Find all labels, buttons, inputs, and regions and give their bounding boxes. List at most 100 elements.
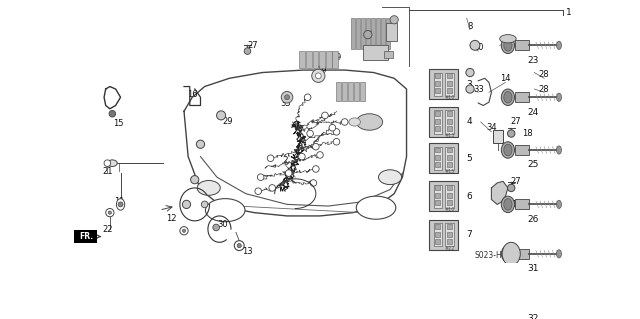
Bar [493,130,503,144]
Bar [306,51,312,68]
Bar [447,224,452,229]
Circle shape [390,16,398,24]
Circle shape [312,144,319,150]
Circle shape [285,170,292,176]
Bar [356,18,360,49]
Text: 11: 11 [114,197,124,206]
Bar [409,7,577,250]
Bar [447,88,452,93]
Bar [435,162,440,167]
Ellipse shape [205,199,245,222]
Bar [445,147,454,170]
Bar [435,81,440,86]
Circle shape [180,226,188,235]
Bar [342,82,347,100]
Text: 27: 27 [511,177,522,186]
Text: 2: 2 [283,156,288,165]
Text: #10: #10 [445,207,456,212]
Text: #15: #15 [445,169,456,174]
Text: 9: 9 [335,53,340,62]
Bar [434,223,442,246]
Bar [447,239,452,244]
Circle shape [196,140,205,148]
Ellipse shape [500,35,516,43]
Circle shape [118,202,123,207]
Ellipse shape [501,196,515,213]
Bar [412,74,481,246]
Text: 29: 29 [502,35,513,44]
Circle shape [202,201,208,208]
Bar [429,181,458,211]
Circle shape [182,200,191,209]
Text: 12: 12 [166,214,177,223]
Bar [434,147,442,170]
Text: FR.: FR. [79,232,93,241]
Ellipse shape [356,114,383,130]
Text: 13: 13 [242,247,253,256]
Circle shape [312,166,319,172]
Text: 28: 28 [539,85,550,93]
Text: 30: 30 [218,220,228,229]
Bar [515,298,529,308]
Ellipse shape [504,92,512,103]
Bar [381,18,385,49]
Bar [435,147,440,152]
Bar [434,110,442,134]
Text: 15: 15 [113,119,124,128]
Circle shape [182,229,186,233]
Bar [447,193,452,198]
Circle shape [508,130,515,137]
Bar [447,147,452,152]
Bar [447,232,452,236]
Circle shape [322,112,328,119]
Bar [300,51,305,68]
Text: 14: 14 [500,74,511,83]
Text: 19: 19 [316,65,327,75]
Text: 34: 34 [486,123,497,132]
Bar [445,72,454,96]
Text: 35: 35 [280,99,291,108]
Text: 27: 27 [247,41,258,50]
Circle shape [329,124,335,131]
Bar [435,224,440,229]
Ellipse shape [116,199,125,210]
Ellipse shape [501,142,515,158]
Circle shape [216,111,226,120]
Text: 1: 1 [566,8,572,17]
Circle shape [364,31,372,39]
Bar [366,18,371,49]
Ellipse shape [501,89,515,106]
Ellipse shape [501,295,515,312]
Ellipse shape [557,299,561,308]
Bar [319,51,325,68]
Circle shape [299,153,305,160]
Bar [435,73,440,78]
Circle shape [106,209,114,217]
Bar [435,185,440,190]
Circle shape [316,73,321,79]
Circle shape [333,129,340,135]
Bar [376,18,380,49]
Bar [435,126,440,131]
Bar [337,82,341,100]
Text: 31: 31 [527,264,538,273]
Ellipse shape [557,146,561,154]
Bar [386,18,390,49]
Bar [429,107,458,137]
Bar [435,200,440,205]
Bar [360,82,365,100]
Bar [429,69,458,99]
Ellipse shape [504,40,512,51]
Text: 17: 17 [511,200,522,209]
Bar [447,81,452,86]
Bar [312,51,318,68]
Circle shape [470,41,480,50]
Circle shape [333,138,340,145]
Bar [447,111,452,116]
Text: 25: 25 [527,160,538,169]
Ellipse shape [504,298,512,309]
Bar [354,82,359,100]
Circle shape [310,180,317,186]
Text: 21: 21 [102,167,113,176]
Bar [361,18,365,49]
